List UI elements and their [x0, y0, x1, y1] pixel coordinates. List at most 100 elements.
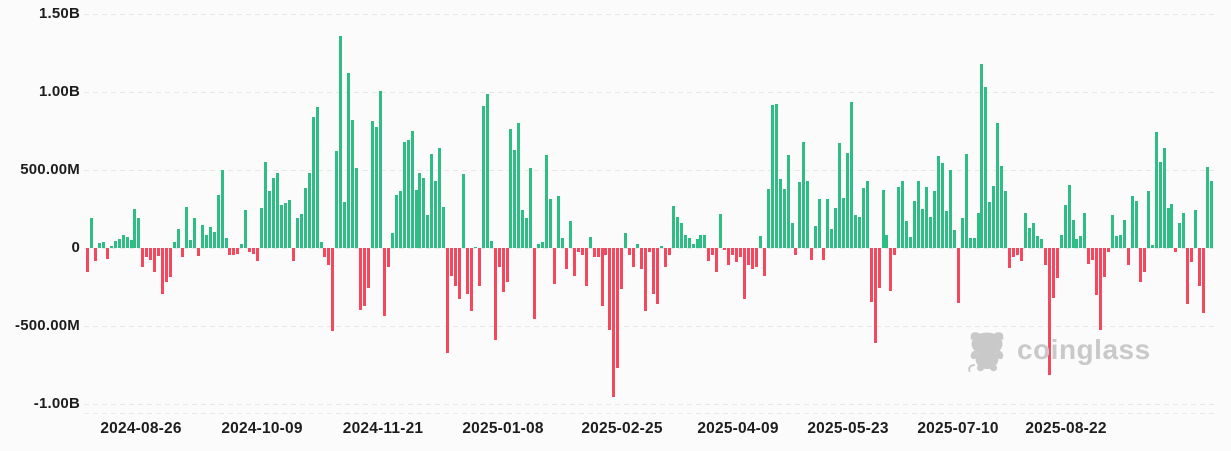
inflow-bar[interactable] — [1162, 147, 1166, 248]
outflow-bar[interactable] — [616, 248, 620, 369]
outflow-bar[interactable] — [327, 248, 331, 266]
inflow-bar[interactable] — [125, 236, 129, 248]
inflow-bar[interactable] — [319, 241, 323, 248]
outflow-bar[interactable] — [497, 248, 501, 268]
inflow-bar[interactable] — [1194, 209, 1198, 248]
inflow-bar[interactable] — [683, 235, 687, 248]
inflow-bar[interactable] — [932, 191, 936, 248]
inflow-bar[interactable] — [109, 245, 113, 248]
outflow-bar[interactable] — [1095, 248, 1099, 296]
outflow-bar[interactable] — [232, 248, 236, 255]
inflow-bar[interactable] — [410, 131, 414, 248]
inflow-bar[interactable] — [1178, 223, 1182, 248]
inflow-bar[interactable] — [960, 218, 964, 248]
inflow-bar[interactable] — [430, 153, 434, 248]
outflow-bar[interactable] — [1043, 248, 1047, 266]
outflow-bar[interactable] — [1012, 248, 1016, 258]
inflow-bar[interactable] — [1166, 208, 1170, 248]
outflow-bar[interactable] — [505, 248, 509, 283]
inflow-bar[interactable] — [834, 207, 838, 248]
inflow-bar[interactable] — [936, 155, 940, 248]
inflow-bar[interactable] — [192, 218, 196, 248]
inflow-bar[interactable] — [545, 155, 549, 248]
outflow-bar[interactable] — [252, 248, 256, 254]
outflow-bar[interactable] — [572, 248, 576, 276]
inflow-bar[interactable] — [964, 153, 968, 248]
inflow-bar[interactable] — [770, 104, 774, 248]
inflow-bar[interactable] — [240, 243, 244, 248]
outflow-bar[interactable] — [612, 248, 616, 398]
inflow-bar[interactable] — [905, 221, 909, 248]
outflow-bar[interactable] — [604, 248, 608, 256]
inflow-bar[interactable] — [275, 172, 279, 248]
inflow-bar[interactable] — [766, 189, 770, 248]
outflow-bar[interactable] — [1103, 248, 1107, 278]
inflow-bar[interactable] — [260, 208, 264, 248]
inflow-bar[interactable] — [909, 236, 913, 248]
outflow-bar[interactable] — [762, 248, 766, 276]
inflow-bar[interactable] — [113, 240, 117, 248]
inflow-bar[interactable] — [798, 182, 802, 248]
inflow-bar[interactable] — [509, 129, 513, 248]
inflow-bar[interactable] — [402, 142, 406, 248]
inflow-bar[interactable] — [303, 187, 307, 248]
inflow-bar[interactable] — [438, 148, 442, 248]
inflow-bar[interactable] — [398, 191, 402, 248]
outflow-bar[interactable] — [386, 248, 390, 268]
outflow-bar[interactable] — [600, 248, 604, 307]
outflow-bar[interactable] — [707, 248, 711, 262]
inflow-bar[interactable] — [687, 237, 691, 248]
outflow-bar[interactable] — [739, 248, 743, 258]
outflow-bar[interactable] — [632, 248, 636, 268]
outflow-bar[interactable] — [248, 248, 252, 253]
outflow-bar[interactable] — [743, 248, 746, 299]
inflow-bar[interactable] — [699, 234, 703, 248]
inflow-bar[interactable] — [1122, 220, 1126, 248]
outflow-bar[interactable] — [450, 248, 454, 276]
outflow-bar[interactable] — [956, 248, 960, 303]
outflow-bar[interactable] — [382, 248, 386, 317]
inflow-bar[interactable] — [422, 177, 426, 248]
inflow-bar[interactable] — [814, 226, 818, 248]
inflow-bar[interactable] — [560, 237, 564, 248]
inflow-bar[interactable] — [976, 213, 980, 248]
outflow-bar[interactable] — [1138, 248, 1142, 283]
inflow-bar[interactable] — [307, 172, 311, 248]
outflow-bar[interactable] — [501, 248, 505, 293]
inflow-bar[interactable] — [841, 198, 845, 248]
inflow-bar[interactable] — [996, 123, 1000, 248]
inflow-bar[interactable] — [426, 214, 430, 248]
inflow-bar[interactable] — [517, 123, 521, 248]
inflow-bar[interactable] — [948, 170, 952, 248]
inflow-bar[interactable] — [414, 189, 418, 248]
inflow-bar[interactable] — [343, 202, 347, 248]
inflow-bar[interactable] — [1024, 213, 1028, 248]
inflow-bar[interactable] — [339, 35, 343, 248]
outflow-bar[interactable] — [454, 248, 458, 286]
inflow-bar[interactable] — [315, 106, 319, 248]
outflow-bar[interactable] — [731, 248, 735, 256]
inflow-bar[interactable] — [778, 178, 782, 248]
outflow-bar[interactable] — [458, 248, 462, 300]
inflow-bar[interactable] — [806, 180, 810, 248]
outflow-bar[interactable] — [1126, 248, 1130, 266]
inflow-bar[interactable] — [588, 236, 592, 248]
inflow-bar[interactable] — [881, 189, 885, 248]
inflow-bar[interactable] — [513, 150, 517, 248]
inflow-bar[interactable] — [521, 209, 525, 248]
inflow-bar[interactable] — [885, 234, 889, 248]
outflow-bar[interactable] — [1190, 248, 1194, 263]
inflow-bar[interactable] — [1154, 131, 1158, 248]
inflow-bar[interactable] — [659, 245, 663, 248]
outflow-bar[interactable] — [291, 248, 295, 262]
inflow-bar[interactable] — [224, 237, 228, 248]
inflow-bar[interactable] — [1146, 190, 1150, 248]
inflow-bar[interactable] — [117, 238, 121, 248]
inflow-bar[interactable] — [917, 180, 921, 248]
inflow-bar[interactable] — [299, 214, 303, 248]
outflow-bar[interactable] — [1008, 248, 1012, 269]
outflow-bar[interactable] — [236, 248, 240, 254]
inflow-bar[interactable] — [541, 241, 545, 248]
outflow-bar[interactable] — [359, 248, 363, 311]
inflow-bar[interactable] — [200, 225, 204, 248]
